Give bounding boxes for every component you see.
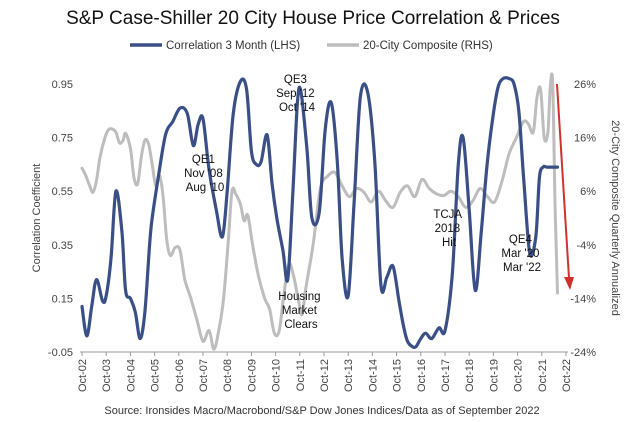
left-tick-label: 0.15 (52, 293, 73, 305)
x-tick-label: Oct-13 (343, 359, 355, 392)
x-tick-label: Oct-14 (367, 359, 379, 392)
left-axis-label: Correlation Coefficient (31, 164, 43, 273)
annotation-tcja-line3: Hit (442, 237, 457, 249)
annotation-qe1: QE1 Nov '08 Aug '10 (184, 154, 226, 194)
x-tick-label: Oct-07 (198, 359, 210, 392)
annotation-housing: Housing Market Clears (278, 291, 323, 331)
x-tick-label: Oct-17 (440, 359, 452, 392)
legend-label-composite: 20-City Composite (RHS) (363, 40, 493, 52)
annotation-qe3-line2: Sep '12 (276, 88, 315, 100)
x-tick-label: Oct-16 (416, 359, 428, 392)
left-tick-label: 0.35 (52, 240, 73, 252)
annotation-qe3-line1: QE3 (284, 74, 307, 86)
annotation-qe4-line1: QE4 (509, 234, 533, 246)
left-tick-label: 0.95 (52, 79, 73, 91)
legend: Correlation 3 Month (LHS) 20-City Compos… (130, 40, 493, 52)
right-axis-label: 20-City Composite Quarterly Annualized (609, 120, 621, 316)
right-tick-label: -24% (570, 347, 596, 359)
x-tick-label: Oct-09 (246, 359, 258, 392)
legend-label-correlation: Correlation 3 Month (LHS) (166, 40, 300, 52)
annotation-qe1-line1: QE1 (192, 154, 215, 166)
source-note: Source: Ironsides Macro/Macrobond/S&P Do… (104, 405, 539, 417)
x-tick-label: Oct-06 (174, 359, 186, 392)
annotation-qe3: QE3 Sep '12 Oct '14 (276, 74, 318, 114)
x-tick-label: Oct-11 (295, 359, 307, 391)
right-tick-label: 26% (574, 79, 596, 91)
annotation-qe4-line3: Mar '22 (503, 262, 541, 274)
annotation-tcja: TCJA 2018 Hit (433, 209, 464, 249)
annotation-qe4-line2: Mar '20 (501, 248, 539, 260)
x-tick-label: Oct-21 (537, 359, 549, 392)
series-line-composite (80, 72, 559, 351)
x-tick-label: Oct-15 (392, 359, 404, 392)
decline-arrow-shaft (556, 83, 570, 279)
annotation-tcja-line2: 2018 (435, 223, 461, 235)
annotation-qe1-line3: Aug '10 (186, 182, 225, 194)
annotation-qe1-line2: Nov '08 (184, 168, 223, 180)
x-tick-label: Oct-22 (561, 359, 573, 392)
right-tick-label: -4% (576, 240, 596, 252)
x-tick-label: Oct-19 (488, 359, 500, 392)
left-tick-label: 0.55 (52, 186, 73, 198)
right-tick-label: 16% (574, 133, 596, 145)
decline-arrow (556, 83, 574, 290)
series-layer (80, 72, 560, 351)
annotation-housing-line3: Clears (284, 319, 317, 331)
right-tick-label: 6% (580, 186, 596, 198)
right-tick-label: -14% (570, 293, 596, 305)
x-tick-label: Oct-03 (101, 359, 113, 392)
x-tick-label: Oct-02 (77, 359, 89, 392)
left-tick-label: 0.75 (52, 133, 73, 145)
x-tick-label: Oct-05 (150, 359, 162, 392)
annotation-housing-line1: Housing (278, 291, 320, 303)
x-tick-label: Oct-18 (464, 359, 476, 392)
x-tick-label: Oct-20 (513, 359, 525, 392)
left-axis-ticks: -0.05 0.15 0.35 0.55 0.75 0.95 (48, 79, 73, 359)
x-axis-ticks: Oct-02 Oct-03 Oct-04 Oct-05 Oct-06 Oct-07 Oct-… (77, 352, 573, 392)
annotation-housing-line2: Market (282, 305, 318, 317)
x-tick-label: Oct-08 (222, 359, 234, 392)
annotation-tcja-line1: TCJA (433, 209, 462, 221)
decline-arrow-head (564, 277, 574, 290)
chart-title: S&P Case-Shiller 20 City House Price Cor… (66, 8, 560, 29)
right-axis-ticks: -24% -14% -4% 6% 16% 26% (570, 79, 596, 359)
series-line-correlation (80, 76, 560, 350)
x-tick-label: Oct-04 (125, 359, 137, 392)
annotation-qe3-line3: Oct '14 (279, 102, 316, 114)
x-tick-label: Oct-10 (271, 359, 283, 392)
annotation-qe4: QE4 Mar '20 Mar '22 (501, 234, 542, 274)
left-tick-label: -0.05 (48, 347, 73, 359)
x-tick-label: Oct-12 (319, 359, 331, 392)
